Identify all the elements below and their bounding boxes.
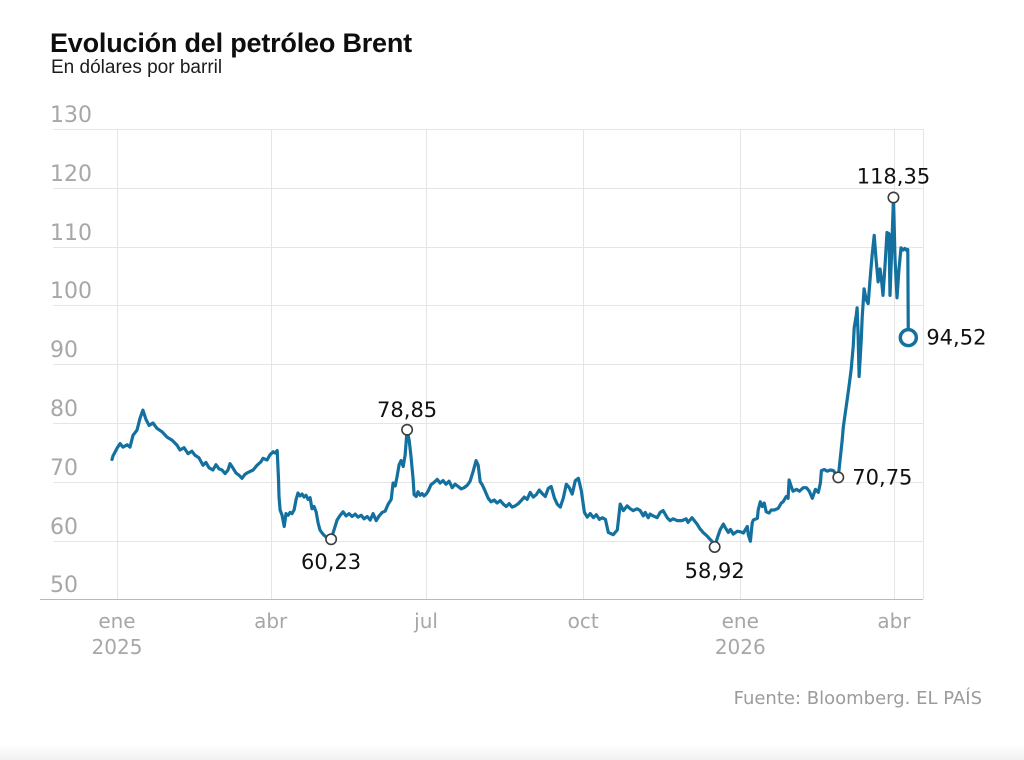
annotation-label-118-35: 118,35 (857, 165, 930, 189)
annotation-label-58-92: 58,92 (685, 559, 745, 583)
y-tick-label-120: 120 (50, 162, 92, 187)
x-tick-label-0: ene (98, 609, 135, 633)
x-tick-label-5: abr (877, 609, 911, 633)
x-tick-label-2: jul (413, 609, 438, 633)
annotation-label-78-85: 78,85 (377, 398, 437, 422)
y-tick-label-60: 60 (50, 515, 78, 540)
data-point-marker (401, 423, 414, 436)
price-line-brent (110, 195, 910, 549)
data-point-marker (832, 471, 845, 484)
source-attribution: Fuente: Bloomberg. EL PAÍS (733, 688, 982, 709)
y-tick-label-80: 80 (50, 397, 78, 422)
page-fold-shadow (0, 744, 1024, 760)
x-tick-label-3: oct (568, 609, 599, 633)
y-tick-label-50: 50 (50, 573, 78, 598)
annotation-label-94-52: 94,52 (926, 326, 986, 350)
x-tick-label-1: abr (254, 609, 288, 633)
y-axis-labels: 130 120 110 100 90 80 70 60 50 (50, 103, 92, 598)
last-value-marker (898, 327, 919, 348)
annotation-label-60-23: 60,23 (301, 550, 361, 574)
data-point-marker (887, 191, 900, 204)
x-tick-year-label-4: 2026 (715, 635, 766, 659)
chart-subtitle: En dólares por barril (51, 57, 223, 78)
annotation-label-70-75: 70,75 (852, 465, 912, 489)
x-tick-year-label-0: 2025 (92, 635, 143, 659)
y-tick-label-130: 130 (50, 103, 92, 128)
y-tick-label-70: 70 (50, 456, 78, 481)
x-gridlines (117, 129, 895, 600)
data-point-marker (325, 533, 338, 546)
chart-title: Evolución del petróleo Brent (50, 28, 412, 59)
y-gridlines (53, 129, 923, 542)
annotations: 118,35 94,52 78,85 60,23 58,92 70,75 (301, 165, 986, 583)
x-tick-label-4: ene (722, 609, 759, 633)
y-tick-label-110: 110 (50, 221, 92, 246)
data-point-marker (708, 540, 721, 553)
y-tick-label-90: 90 (50, 338, 78, 363)
y-tick-label-100: 100 (50, 279, 92, 304)
